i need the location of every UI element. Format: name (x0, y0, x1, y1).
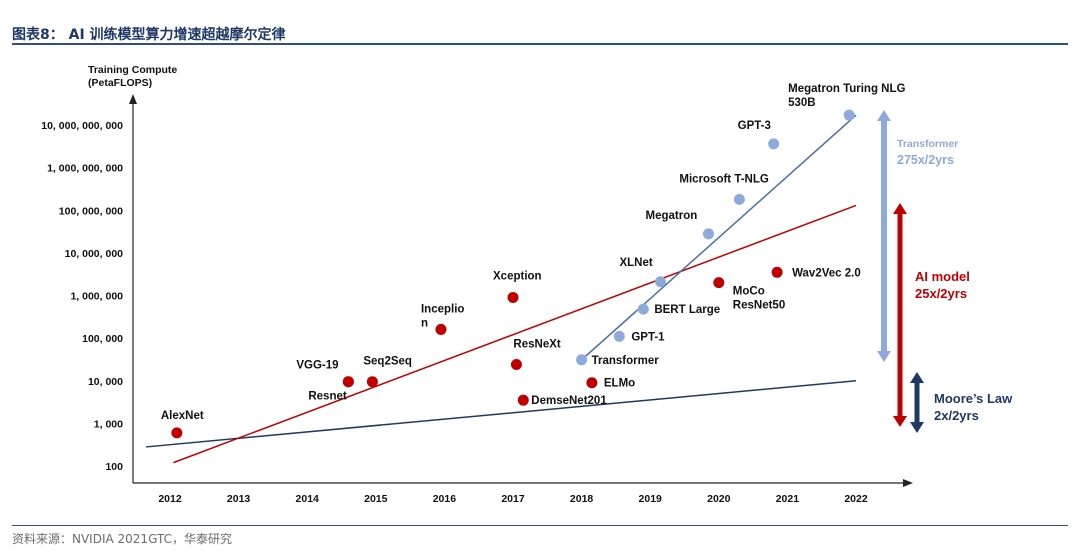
trend-lines (145, 114, 857, 464)
y-tick-label: 10, 000 (88, 376, 123, 388)
point-label: ELMo (604, 378, 635, 390)
data-point (768, 138, 780, 150)
axes: Training Compute(PetaFLOPS) 100 1, 000 10, … (41, 64, 913, 505)
annotation-text: 275x/2yrs (897, 153, 954, 167)
data-point (586, 377, 598, 389)
data-points (171, 109, 855, 439)
x-tick-label: 2013 (227, 493, 251, 505)
growth-annotations: Transformer 275x/2yrs AI model 25x/2yrs Moor… (877, 110, 1013, 433)
trend-line (173, 204, 857, 464)
y-tick-label: 10, 000, 000 (65, 248, 124, 260)
data-point (171, 427, 183, 439)
annotation-text: 2x/2yrs (934, 408, 979, 423)
title-rule (12, 43, 1068, 45)
data-point (576, 354, 588, 366)
annotation-text: AI model (915, 269, 970, 284)
footer-rule (12, 525, 1068, 526)
ai-model-range-arrow-head-top (893, 203, 907, 214)
point-label: Wav2Vec 2.0 (792, 267, 861, 279)
data-point (366, 376, 378, 388)
y-axis-title-line: (PetaFLOPS) (88, 77, 152, 89)
y-tick-label: 100, 000 (82, 333, 123, 345)
x-tick-label: 2020 (707, 493, 731, 505)
annotation-text: Transformer (897, 138, 958, 150)
data-point (654, 276, 666, 288)
data-point (342, 376, 354, 388)
point-label: GPT-3 (738, 120, 771, 132)
data-point (843, 109, 855, 121)
x-tick-label: 2021 (776, 493, 800, 505)
point-label: Microsoft T-NLG (679, 173, 768, 185)
data-point (517, 394, 529, 406)
trend-line (145, 380, 857, 448)
point-label: Megatron (646, 210, 698, 222)
y-tick-label: 1, 000, 000, 000 (47, 163, 123, 175)
source-note: 资料来源：NVIDIA 2021GTC，华泰研究 (12, 532, 232, 546)
point-label: VGG-19 (296, 360, 338, 372)
point-label: ResNeXt (513, 339, 560, 351)
point-label: AlexNet (161, 410, 204, 422)
annotation-text: 25x/2yrs (915, 286, 967, 301)
data-point (703, 228, 715, 240)
point-label: DemseNet201 (531, 395, 607, 407)
data-point (713, 277, 725, 289)
point-label: Megatron Turing NLG 530B (788, 83, 905, 109)
figure-title: 图表8： AI 训练模型算力增速超越摩尔定律 (12, 27, 286, 43)
data-point (771, 266, 783, 278)
point-labels: AlexNet VGG-19 Resnet Seq2Seq Inceplio n Xcept… (161, 83, 906, 422)
y-tick-label: 1, 000, 000 (70, 291, 123, 303)
x-tick-label: 2015 (364, 493, 388, 505)
y-axis-title-line: Training Compute (88, 64, 177, 76)
data-point (510, 359, 522, 371)
y-axis-arrow (129, 94, 137, 104)
point-label: Inceplio n (421, 303, 464, 329)
annotation-text: Moore’s Law (934, 391, 1013, 406)
transformer-range-arrow-head-top (877, 110, 891, 121)
y-tick-label: 1, 000 (94, 418, 123, 430)
trend-line (581, 114, 857, 361)
ai-model-range-arrow-head-bottom (893, 416, 907, 427)
data-point (507, 291, 519, 303)
point-label: GPT-1 (631, 331, 665, 343)
x-tick-label: 2017 (501, 493, 525, 505)
data-point (613, 330, 625, 342)
point-label: Seq2Seq (363, 356, 412, 368)
point-label: Resnet (308, 391, 347, 403)
point-label: Transformer (592, 355, 660, 367)
x-axis-arrow (903, 479, 913, 487)
point-label: MoCo ResNet50 (733, 286, 785, 312)
moore-range-arrow-head-top (910, 372, 924, 383)
data-point (733, 193, 745, 205)
x-tick-label: 2022 (844, 493, 868, 505)
point-label: BERT Large (654, 304, 720, 316)
data-point (435, 323, 447, 335)
moore-range-arrow-head-bottom (910, 422, 924, 433)
point-label: XLNet (619, 257, 652, 269)
data-point (637, 303, 649, 315)
x-tick-label: 2014 (296, 493, 320, 505)
x-tick-label: 2019 (639, 493, 663, 505)
x-tick-label: 2012 (158, 493, 182, 505)
x-tick-label: 2016 (433, 493, 457, 505)
y-tick-label: 100 (105, 461, 123, 473)
transformer-range-arrow-head-bottom (877, 351, 891, 362)
y-tick-label: 10, 000, 000, 000 (41, 120, 123, 132)
x-tick-label: 2018 (570, 493, 594, 505)
point-label: Xception (493, 270, 542, 282)
y-tick-label: 100, 000, 000 (59, 205, 123, 217)
